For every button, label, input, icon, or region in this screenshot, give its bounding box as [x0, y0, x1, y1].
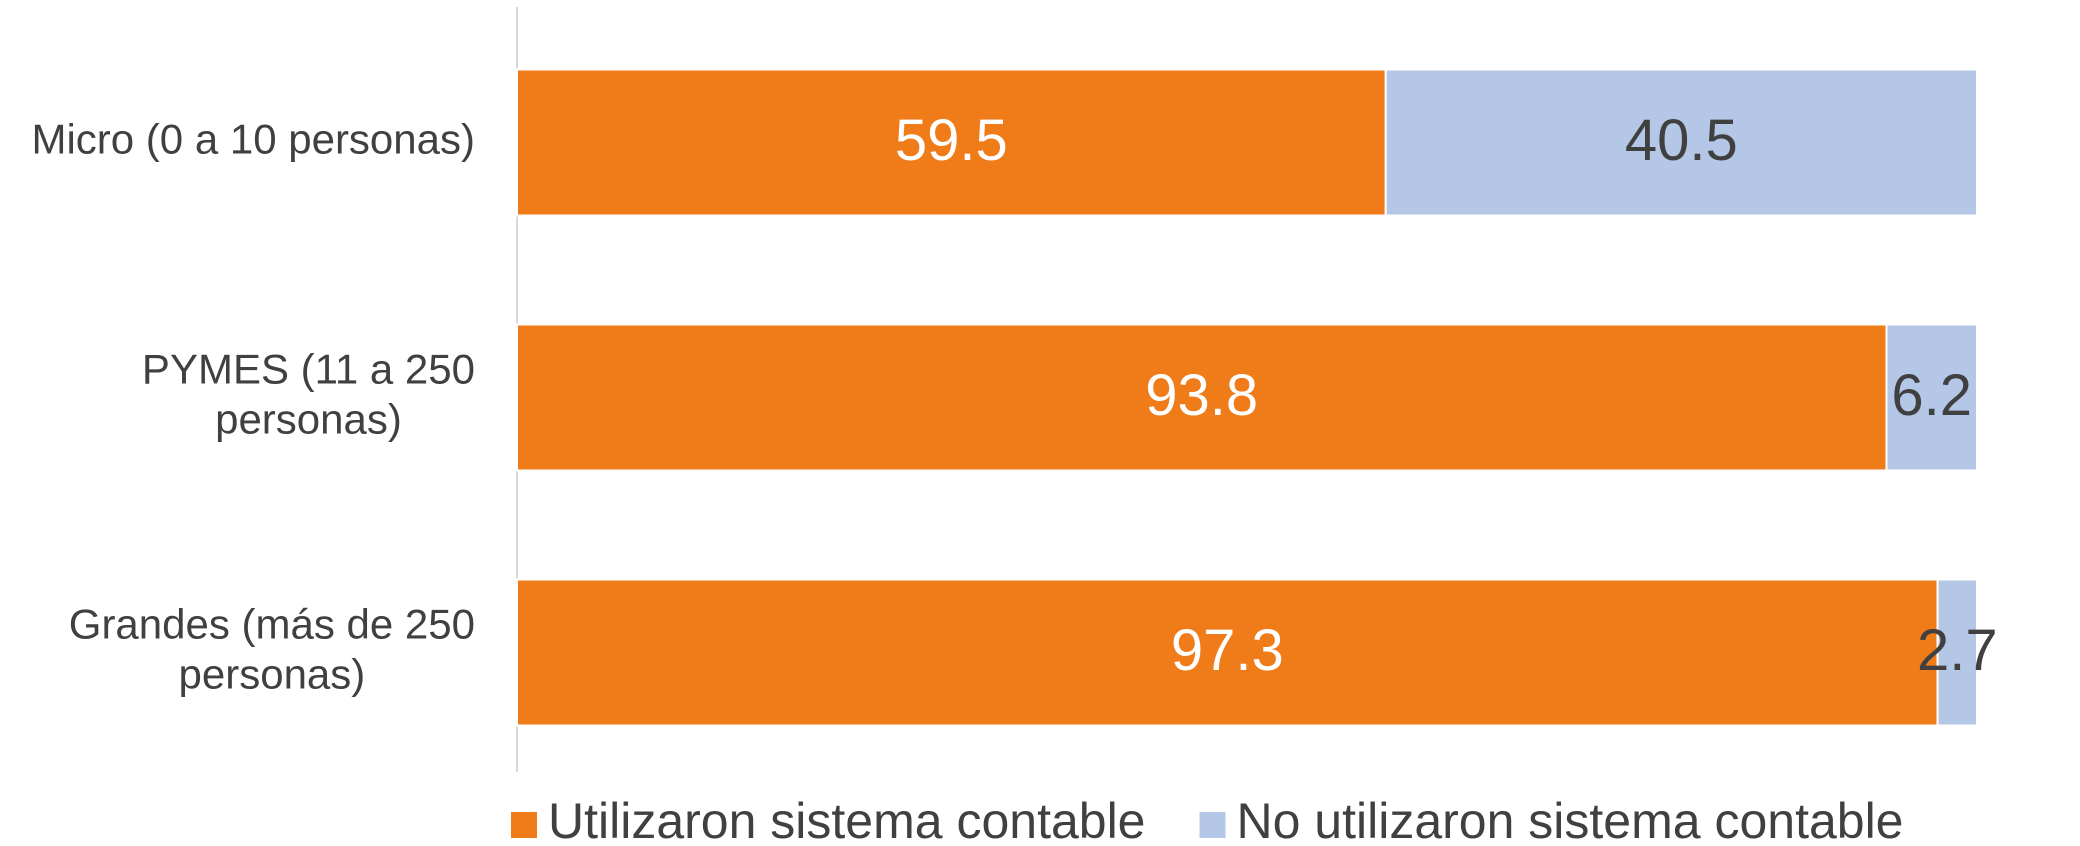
data-label: 97.3: [1171, 618, 1284, 683]
bar-segment: [1384, 68, 1978, 217]
data-label: 6.2: [1891, 363, 1972, 428]
category-label: Grandes (más de 250 personas): [69, 601, 475, 698]
bar-segment: [1885, 323, 1978, 472]
category-label: PYMES (11 a 250 personas): [142, 346, 475, 443]
legend-swatch: [1199, 812, 1226, 838]
data-label: 59.5: [895, 108, 1008, 173]
data-label: 93.8: [1145, 363, 1258, 428]
bar-segment: [516, 323, 1888, 472]
data-label: 2.7: [1917, 618, 1998, 683]
bar-segment: [1936, 578, 1978, 727]
legend-label: No utilizaron sistema contable: [1237, 793, 1904, 846]
legend-swatch: [511, 812, 537, 838]
legend-label: Utilizaron sistema contable: [548, 793, 1146, 846]
bar-segment: [516, 68, 1387, 217]
data-label: 40.5: [1625, 108, 1738, 173]
category-label: Micro (0 a 10 personas): [31, 116, 475, 163]
